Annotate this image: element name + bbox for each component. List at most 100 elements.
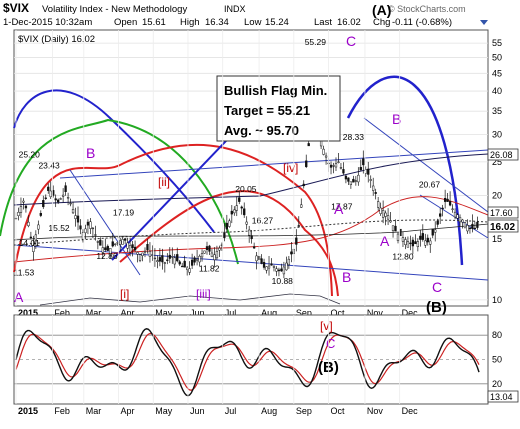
candle-body [282, 266, 286, 275]
blue-arc-right [346, 75, 464, 266]
candle-body [178, 261, 181, 265]
candle-body [381, 210, 385, 218]
open-value: 15.61 [142, 17, 166, 28]
x-tick-label: Aug [261, 308, 277, 318]
price-y-axis: 10 15 20 25 30 35 40 45 50 55 [492, 38, 502, 305]
candle-body [29, 236, 33, 239]
candle-body [332, 165, 335, 167]
x-tick-label: Jul [225, 308, 237, 318]
candle-body [424, 240, 427, 246]
candle-body [131, 244, 134, 249]
candle-body [153, 257, 157, 260]
candle-body [168, 254, 171, 259]
wave-label-b-feb: B [86, 145, 95, 161]
moving-average-red [13, 196, 489, 263]
candle-body [275, 268, 278, 272]
candle-body [436, 220, 439, 225]
candle-body [27, 221, 30, 227]
candle-body [86, 221, 90, 226]
x-tick-label: Aug [261, 406, 277, 416]
candle-body [235, 205, 238, 211]
candle-body [252, 246, 256, 249]
candle-body [287, 258, 291, 266]
candle-body [245, 221, 248, 225]
candle-body [109, 248, 112, 255]
candle-body [451, 208, 454, 210]
candle-body [377, 201, 380, 208]
candle-body [456, 214, 459, 219]
candle-body [22, 200, 25, 203]
candle-body [357, 174, 360, 183]
oscillator-y-axis: 20 50 80 [492, 330, 502, 389]
x-tick-label: Nov [367, 308, 384, 318]
wave-label-b-sep: B [392, 111, 401, 127]
price-y-tick: 30 [492, 129, 502, 139]
candle-body [66, 197, 70, 199]
x-tick-label: Nov [367, 406, 384, 416]
candle-body [404, 239, 407, 245]
price-y-tick: 50 [492, 52, 502, 62]
high-value: 16.34 [205, 17, 229, 28]
candle-body [126, 242, 129, 249]
symbol: $VIX [3, 1, 29, 15]
candle-body [307, 143, 310, 147]
lower-band [39, 293, 341, 306]
x-tick-label: May [155, 308, 173, 318]
candle-body [218, 247, 221, 251]
right-label-26: 26.08 [490, 150, 513, 160]
price-label: 14.01 [19, 238, 41, 248]
candle-body [419, 235, 422, 240]
x-tick-label: Feb [54, 308, 70, 318]
chevron-down-icon[interactable] [480, 20, 488, 25]
candle-body [190, 259, 194, 266]
oscillator-grid [14, 334, 488, 385]
candle-body [205, 246, 209, 250]
candle-body [468, 227, 472, 230]
candle-body [94, 234, 97, 236]
price-label: 17.19 [113, 207, 135, 217]
candle-body [248, 229, 251, 236]
candle-body [300, 204, 303, 208]
candle-body [166, 259, 169, 261]
price-y-tick: 20 [492, 190, 502, 200]
candle-body [369, 179, 372, 181]
wave-label-b-aug: B [342, 269, 351, 285]
candle-body [339, 167, 343, 169]
candle-body [359, 167, 362, 171]
x-tick-label: Jul [225, 406, 237, 416]
candle-body [344, 175, 348, 180]
candle-body [57, 199, 60, 203]
candle-body [34, 234, 37, 241]
candle-body [265, 266, 268, 271]
price-series [14, 108, 479, 279]
x-tick-label: May [155, 406, 173, 416]
candle-body [272, 266, 276, 268]
candle-body [243, 208, 246, 216]
price-grid [14, 42, 488, 301]
candle-body [439, 213, 442, 217]
x-tick-label: Oct [331, 308, 346, 318]
candle-body [297, 225, 300, 227]
moving-average-dotted [13, 219, 489, 246]
candle-body [319, 140, 323, 147]
x-tick-label: Jun [190, 308, 205, 318]
wave-label-iv: [iv] [283, 161, 298, 175]
candle-body [295, 237, 298, 245]
candle-body [171, 256, 174, 258]
annotation-line-3: Avg. ~ 95.70 [224, 123, 299, 138]
last-value: 16.02 [337, 17, 361, 28]
right-axis-labels: 26.08 17.60 16.02 [487, 148, 519, 233]
green-arc [0, 118, 239, 265]
candle-body [198, 255, 201, 263]
candle-body [76, 215, 80, 223]
candle-body [466, 225, 469, 232]
x-tick-label: 2015 [18, 406, 38, 416]
candle-body [453, 211, 457, 218]
candle-body [225, 222, 228, 230]
x-tick-label: Sep [296, 308, 312, 318]
candle-body [240, 206, 243, 209]
price-y-tick: 15 [492, 234, 502, 244]
osc-right-label-box [487, 390, 519, 403]
